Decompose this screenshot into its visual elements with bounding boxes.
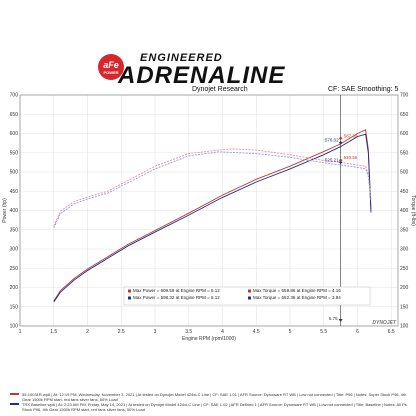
x-tick-label: 4 [221,329,224,335]
y-tick-label-right: 500 [400,170,409,176]
y-axis-label-right: Torque (ft-lbs) [410,195,416,226]
brand-header: aFe POWER ENGINEERED ADRENALINE [0,0,416,90]
annotation-label: 525.21 [325,157,339,162]
run1-notes: 55-10031R.wp8 | At: 12:19 PM, Wednesday,… [8,392,410,402]
y-tick-label-left: 550 [10,150,19,156]
y-tick-label-left: 200 [10,285,19,291]
legend-entry: Max Torque = 552.36 at Engine RPM = 3.94 [253,295,341,300]
x-tick-label: 2.5 [118,329,125,335]
x-tick-label: 1.5 [50,329,57,335]
legend-entry: Max Power = 609.59 at Engine RPM = 6.12 [133,288,220,293]
annotation-label: 587.39 [344,133,358,138]
y-tick-label-left: 100 [10,324,19,330]
x-tick-label: 1 [19,329,22,335]
y-tick-label-left: 400 [10,208,19,214]
y-axis-label-left: Power (hp) [2,198,8,223]
run-notes: 55-10031R.wp8 | At: 12:19 PM, Wednesday,… [8,392,410,412]
dynojet-label: Dynojet Research [192,86,248,93]
annotation-label: 576.02 [325,138,339,143]
legend-swatch [248,296,251,300]
correction-factor-label: CF: SAE Smoothing: 5 [328,86,399,93]
x-tick-label: 3.5 [185,329,192,335]
run2-text: TRX Baseline.wp8 | At: 2:23 AM PM, Frida… [22,402,407,412]
legend-swatch [128,289,131,293]
y-tick-label-right: 350 [400,227,409,233]
y-tick-label-right: 100 [400,324,409,330]
afe-logo-icon: aFe POWER [98,54,124,80]
annotation-point [338,140,343,145]
legend-entry: Max Torque = 559.86 at Engine RPM = 4.16 [253,288,341,293]
y-tick-label-left: 350 [10,227,19,233]
power-line-run1 [53,129,372,302]
power-line-run2 [53,133,372,303]
y-tick-label-right: 650 [400,112,409,118]
brand-engineered: ENGINEERED [140,52,223,64]
y-tick-label-right: 450 [400,189,409,195]
torque-line-run1 [53,148,372,227]
x-tick-label: 5.5 [320,329,327,335]
annotation-point [338,158,343,163]
y-tick-label-right: 400 [400,208,409,214]
annotation-label: 5.75 [329,316,338,321]
y-tick-label-left: 500 [10,170,19,176]
y-tick-label-left: 300 [10,247,19,253]
y-tick-label-right: 550 [400,150,409,156]
y-tick-label-right: 150 [400,304,409,310]
torque-line-run2 [53,151,372,229]
x-tick-label: 4.5 [253,329,260,335]
run1-text: 55-10031R.wp8 | At: 12:19 PM, Wednesday,… [22,392,407,402]
y-tick-label-right: 700 [400,93,409,99]
legend-swatch [128,296,131,300]
y-tick-label-left: 650 [10,112,19,118]
x-axis-label: Engine RPM (rpm/1000) [182,336,236,342]
dynojet-watermark: DYNOJET [372,320,397,326]
x-tick-label: 5 [289,329,292,335]
annotation-label: 530.55 [344,155,358,160]
y-tick-label-left: 700 [10,93,19,99]
y-tick-label-left: 150 [10,304,19,310]
annotations: 576.02 587.39 525.21 530.55 5.75 [325,133,358,321]
y-tick-label-left: 250 [10,266,19,272]
y-tick-label-right: 600 [400,131,409,137]
logo-subtext: POWER [103,70,118,75]
x-tick-label: 3 [154,329,157,335]
logo-text: aFe [103,60,119,70]
annotation-point [338,160,343,165]
legend-entry: Max Power = 598.32 at Engine RPM = 6.12 [133,295,220,300]
y-tick-label-left: 600 [10,131,19,137]
plot-area [19,94,399,327]
y-tick-label-right: 250 [400,266,409,272]
legend: Max Power = 609.59 at Engine RPM = 6.12 M… [123,286,371,306]
run2-swatch [10,403,19,405]
y-tick-label-left: 450 [10,189,19,195]
rpm-marker-arrow [338,319,343,322]
legend-box [123,286,371,306]
x-tick-label: 6.5 [388,329,395,335]
run1-swatch [10,393,19,395]
brand-title: ADRENALINE [118,62,286,89]
x-tick-label: 6 [356,329,359,335]
axis-ticks: 1 1.5 2 2.5 3 3.5 4 4.5 5 5.5 6 6.5 100 100 150 150 200 2… [10,93,409,335]
y-tick-label-right: 300 [400,247,409,253]
series-lines [53,129,372,303]
run2-notes: TRX Baseline.wp8 | At: 2:23 AM PM, Frida… [8,402,410,412]
x-tick-label: 2 [86,329,89,335]
y-tick-label-right: 200 [400,285,409,291]
annotation-point [338,136,343,141]
legend-swatch [248,289,251,293]
